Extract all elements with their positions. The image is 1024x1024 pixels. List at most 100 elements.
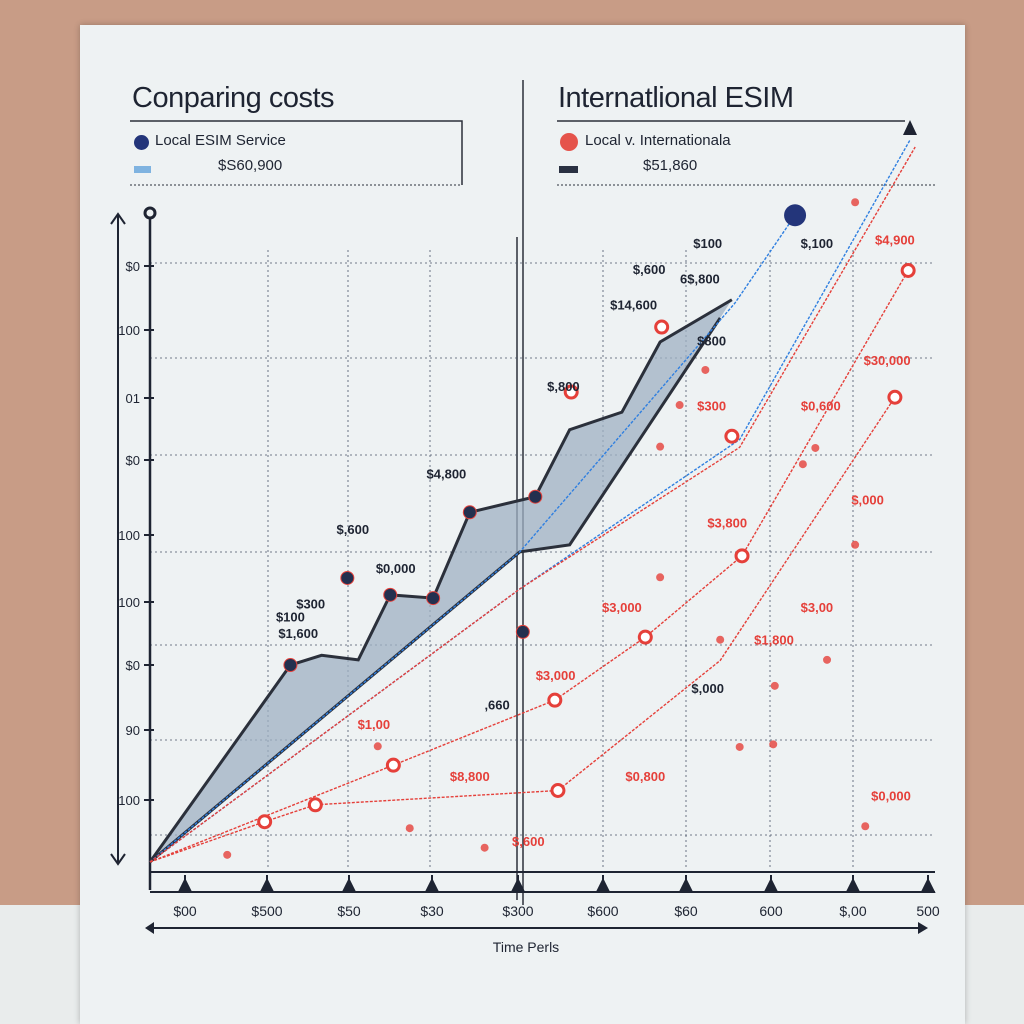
- data-label: $,800: [547, 379, 580, 394]
- data-label: $0,000: [376, 561, 416, 576]
- data-marker-ring: [307, 797, 323, 813]
- y-tick-label: 100: [118, 323, 140, 338]
- data-marker-ring: [563, 384, 579, 400]
- x-tick-label: $600: [587, 903, 618, 919]
- data-marker-ring: [547, 692, 563, 708]
- series-line-dark: [148, 298, 733, 863]
- legend-value: $51,860: [643, 157, 698, 174]
- data-label: $4,800: [427, 467, 467, 482]
- y-tick-label: 100: [118, 528, 140, 543]
- data-dot: [851, 198, 860, 207]
- data-point: [528, 489, 543, 504]
- data-marker-ring: [734, 548, 750, 564]
- data-dot: [769, 740, 778, 749]
- data-label: $4,900: [875, 233, 915, 248]
- data-marker-ring: [257, 814, 273, 830]
- data-label: $14,600: [610, 298, 657, 313]
- data-dot: [656, 442, 665, 451]
- data-label: $3,000: [536, 668, 576, 683]
- data-label: $,000: [691, 681, 724, 696]
- data-label: $300: [697, 398, 726, 413]
- legend-swatch-icon: [559, 166, 578, 173]
- x-tick-marker-icon: [341, 875, 357, 893]
- left-title: Conparing costs: [132, 82, 335, 114]
- data-dot: [811, 443, 820, 452]
- y-tick-label: $0: [126, 453, 140, 468]
- data-dot: [798, 460, 807, 469]
- x-tick-marker-icon: [177, 875, 193, 893]
- data-point: [283, 658, 298, 673]
- background-card: [965, 905, 1024, 1024]
- data-marker-ring: [385, 757, 401, 773]
- x-axis-label: Time Perls: [493, 939, 559, 955]
- y-tick-label: $0: [126, 259, 140, 274]
- x-tick-label: $,00: [839, 903, 866, 919]
- x-tick-label: $30: [420, 903, 444, 919]
- data-dot: [675, 401, 684, 410]
- data-label: $100: [693, 236, 722, 251]
- data-label: $,600: [512, 834, 545, 849]
- x-tick-label: 500: [916, 903, 940, 919]
- data-label: $8,800: [450, 769, 490, 784]
- x-tick-marker-icon: [259, 875, 275, 893]
- series-line-blue: [149, 214, 796, 863]
- data-marker-ring: [724, 428, 740, 444]
- x-tick-marker-icon: [920, 875, 936, 893]
- data-marker-ring: [887, 389, 903, 405]
- legend-value: $S60,900: [218, 157, 283, 174]
- data-label: $0,600: [801, 398, 841, 413]
- data-dot: [823, 655, 832, 664]
- arrow-up-icon: [903, 120, 917, 135]
- series-line-red: [149, 146, 916, 863]
- data-label: $1,800: [754, 632, 794, 647]
- data-label: $0,800: [625, 769, 665, 784]
- y-axis-cap-icon: [143, 206, 157, 220]
- data-point: [426, 591, 441, 606]
- double-arrow-icon: [110, 212, 126, 866]
- data-label: $3,00: [801, 600, 834, 615]
- x-tick-marker-icon: [510, 875, 526, 893]
- data-dot: [223, 850, 232, 859]
- right-title: Internatlional ESIM: [558, 82, 794, 114]
- data-dot: [770, 681, 779, 690]
- data-dot: [405, 824, 414, 833]
- x-tick-label: $50: [337, 903, 361, 919]
- data-label: $,600: [337, 522, 370, 537]
- x-tick-marker-icon: [678, 875, 694, 893]
- data-label: $3,800: [707, 515, 747, 530]
- data-point: [462, 505, 477, 520]
- y-tick-label: 01: [126, 391, 140, 406]
- data-label: 6$,800: [680, 272, 720, 287]
- data-point: [340, 570, 355, 585]
- data-label: $800: [697, 333, 726, 348]
- legend-marker-icon: [134, 135, 149, 150]
- x-tick-label: 600: [759, 903, 783, 919]
- x-tick-marker-icon: [595, 875, 611, 893]
- data-marker-ring: [637, 629, 653, 645]
- x-tick-marker-icon: [845, 875, 861, 893]
- data-label: $0,000: [871, 788, 911, 803]
- data-label: $1,00: [358, 717, 391, 732]
- legend-label: Local v. Internationala: [585, 132, 731, 149]
- series-line-red: [149, 270, 909, 863]
- data-dot: [861, 822, 870, 831]
- data-label: $30,000: [864, 353, 911, 368]
- data-label: $100: [276, 610, 305, 625]
- data-label: ,660: [484, 697, 509, 712]
- data-label: $,100: [801, 236, 834, 251]
- data-marker-ring: [654, 319, 670, 335]
- legend-marker-icon: [560, 133, 578, 151]
- x-tick-label: $500: [251, 903, 282, 919]
- legend-label: Local ESIM Service: [155, 132, 286, 149]
- data-marker-ring: [900, 263, 916, 278]
- legend-swatch-icon: [134, 166, 151, 173]
- data-dot: [701, 365, 710, 374]
- data-marker-ring: [550, 783, 566, 798]
- x-tick-label: $300: [502, 903, 533, 919]
- data-dot: [373, 742, 382, 751]
- data-dot: [716, 635, 725, 644]
- data-dot: [851, 540, 860, 549]
- data-label: $,600: [633, 262, 666, 277]
- data-dot: [480, 843, 489, 852]
